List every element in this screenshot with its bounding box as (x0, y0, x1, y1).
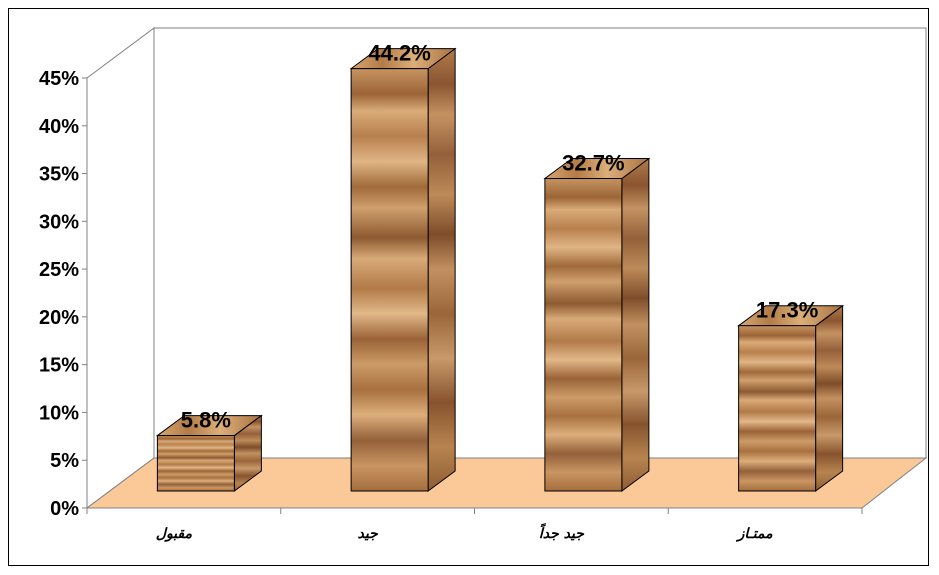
bar-front (738, 325, 817, 492)
category-label: جيد (358, 526, 380, 542)
y-tick-label: 45% (39, 68, 79, 90)
data-label: 32.7% (562, 151, 624, 176)
data-label: 17.3% (756, 298, 818, 323)
y-tick-label: 40% (39, 116, 79, 138)
y-ticks: 0% 5% 10% 15% 20% 25% 30% 35% 40% 45% (39, 68, 87, 520)
y-tick-label: 0% (50, 498, 79, 520)
bars (155, 47, 845, 492)
y-tick-label: 5% (50, 450, 79, 472)
y-tick-label: 35% (39, 164, 79, 186)
bar-side (815, 304, 844, 492)
x-ticks (86, 508, 863, 514)
data-label: 5.8% (181, 408, 231, 433)
y-tick-label: 20% (39, 307, 79, 329)
bar (155, 414, 263, 492)
category-label: مقبول (156, 526, 193, 542)
bar-side (427, 47, 456, 492)
y-tick-label: 10% (39, 402, 79, 424)
data-labels: 5.8% 44.2% 32.7% 17.3% (181, 41, 819, 433)
bar (737, 304, 845, 492)
bar-front (544, 178, 623, 492)
y-tick-label: 30% (39, 211, 79, 233)
y-tick-label: 15% (39, 355, 79, 377)
bar-side (621, 157, 650, 492)
category-labels: مقبول جيد جيد جداً ممتـاز (156, 523, 773, 542)
category-label: ممتـاز (736, 526, 773, 542)
bar (349, 47, 457, 492)
bar (543, 157, 651, 492)
data-label: 44.2% (368, 41, 430, 66)
bar-front (156, 435, 235, 492)
side-wall (86, 27, 155, 509)
bar-front (350, 68, 429, 492)
category-label: جيد جداً (539, 523, 585, 542)
y-tick-label: 25% (39, 259, 79, 281)
